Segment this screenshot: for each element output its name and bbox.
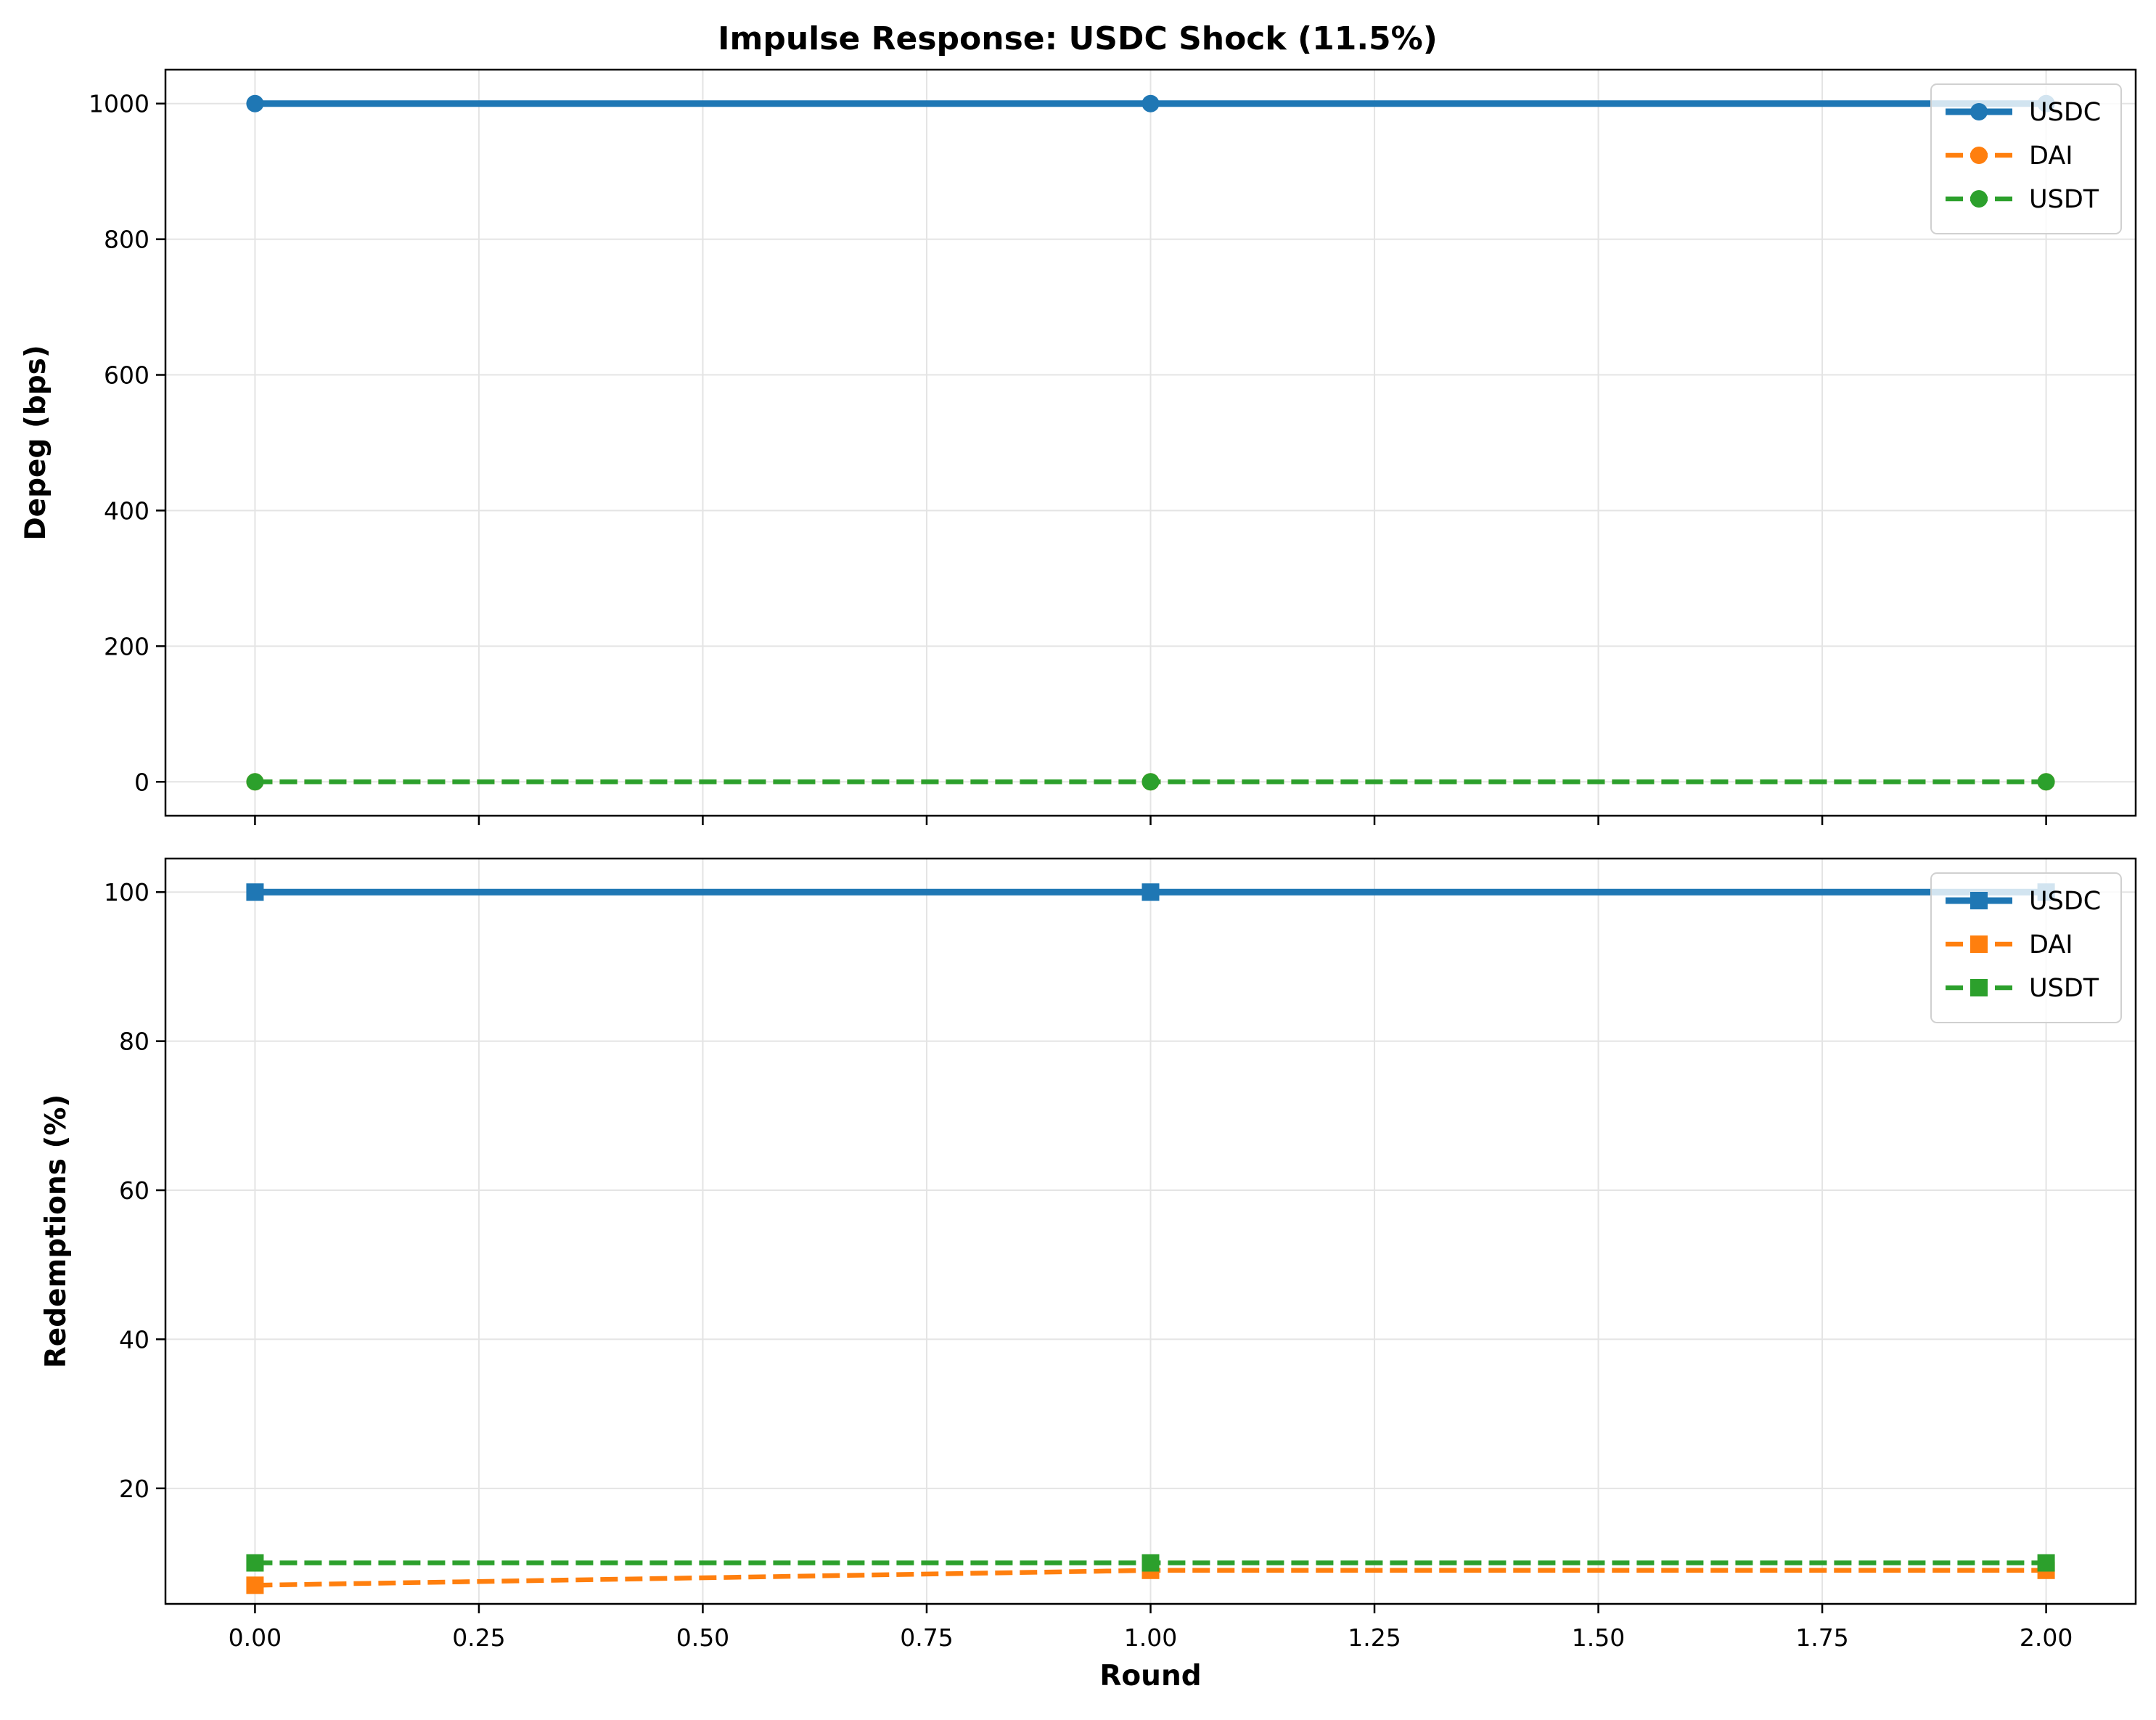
x-tick-label: 0.50	[676, 1623, 729, 1652]
legend-label-dai: DAI	[2029, 142, 2073, 171]
y-tick-label: 0	[134, 768, 149, 796]
y-tick-label: 800	[104, 226, 149, 254]
figure-title: Impulse Response: USDC Shock (11.5%)	[718, 20, 1438, 57]
data-point-dai	[246, 1576, 264, 1594]
depeg-panel: 0 200 400 600 800 1000 Depeg (bps) USDC DAI USDT	[20, 68, 2137, 825]
data-point-usdc	[1141, 94, 1160, 112]
legend-marker-usdc	[1970, 103, 1988, 120]
redemptions-panel: 0.00 0.25 0.50 0.75 1.00 1.25 1.50 1.75 2.00 20 40…	[40, 857, 2137, 1692]
x-tick-label: 0.25	[452, 1623, 505, 1652]
data-point-usdt	[2037, 773, 2055, 791]
legend: USDC DAI USDT	[1930, 872, 2122, 1023]
y-tick-label: 40	[119, 1325, 149, 1354]
axes-frame	[164, 857, 2137, 1605]
y-axis-label: Depeg (bps)	[20, 345, 52, 540]
x-tick-label: 1.50	[1572, 1623, 1625, 1652]
data-point-usdt	[246, 1554, 264, 1572]
data-point-usdt	[2037, 1554, 2055, 1572]
x-axis-label: Round	[1099, 1660, 1201, 1692]
legend-label-usdc: USDC	[2029, 887, 2101, 916]
x-tick-label: 0.00	[229, 1623, 282, 1652]
legend-marker-usdt	[1970, 190, 1988, 208]
legend-marker-usdt	[1970, 979, 1988, 996]
data-point-usdt	[1141, 773, 1160, 791]
axes-frame	[164, 68, 2137, 817]
legend-marker-usdc	[1970, 892, 1988, 909]
legend-label-usdt: USDT	[2029, 185, 2099, 214]
legend-label-usdc: USDC	[2029, 98, 2101, 127]
y-tick-label: 100	[104, 878, 149, 906]
data-point-usdc	[1141, 883, 1160, 901]
x-tick-label: 2.00	[2020, 1623, 2073, 1652]
y-tick-label: 80	[119, 1028, 149, 1056]
x-tick-label: 1.00	[1124, 1623, 1177, 1652]
legend: USDC DAI USDT	[1930, 83, 2122, 234]
y-tick-label: 200	[104, 632, 149, 660]
x-tick-label: 0.75	[900, 1623, 953, 1652]
data-point-usdc	[246, 94, 264, 112]
x-tick-label: 1.75	[1795, 1623, 1848, 1652]
y-tick-label: 600	[104, 361, 149, 390]
data-point-usdt	[1141, 1554, 1160, 1572]
y-tick-label: 20	[119, 1475, 149, 1503]
y-axis-label: Redemptions (%)	[40, 1094, 73, 1369]
y-tick-label: 400	[104, 496, 149, 525]
y-tick-label: 1000	[89, 90, 149, 118]
legend-marker-dai	[1970, 935, 1988, 953]
legend-label-dai: DAI	[2029, 930, 2073, 959]
data-point-usdc	[246, 883, 264, 901]
legend-marker-dai	[1970, 147, 1988, 164]
x-tick-label: 1.25	[1348, 1623, 1401, 1652]
legend-label-usdt: USDT	[2029, 974, 2099, 1003]
data-point-usdt	[246, 773, 264, 791]
y-tick-label: 60	[119, 1176, 149, 1205]
